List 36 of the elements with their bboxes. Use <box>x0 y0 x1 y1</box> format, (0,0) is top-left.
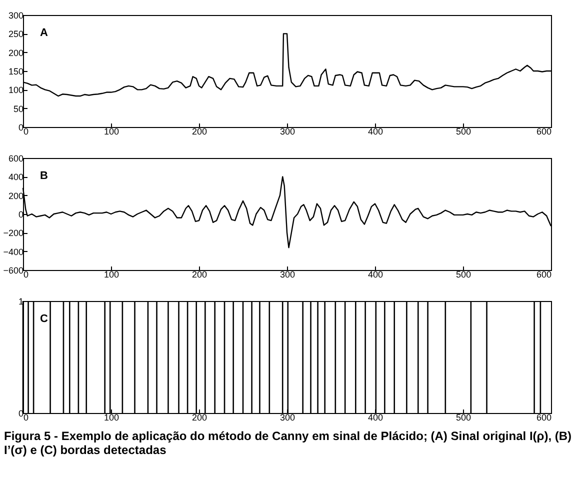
x-tick-label: 100 <box>104 270 120 280</box>
y-tick-label: 600 <box>8 154 24 164</box>
y-tick-label: 50 <box>13 104 24 114</box>
y-tick-label: 200 <box>8 190 24 201</box>
x-tick-label: 400 <box>368 126 384 136</box>
y-tick-label: 300 <box>8 10 24 20</box>
x-tick-label: 300 <box>280 270 296 280</box>
x-tick-label: 300 <box>280 412 296 422</box>
x-tick-label: 400 <box>368 412 384 422</box>
x-tick-label: 200 <box>192 412 208 422</box>
x-tick-label: 300 <box>280 126 296 136</box>
y-tick-label: 200 <box>8 48 24 58</box>
text: A <box>40 27 48 39</box>
x-tick-label: 400 <box>368 270 384 280</box>
y-tick-label: 400 <box>8 172 24 182</box>
text: Figura 5 - Exemplo de aplicação do método de Canny em sinal de Plácido; (A) Sinal original I(ρ), (B) I’(σ) e (C) bordas detectadas <box>4 429 573 457</box>
x-tick-label: 600 <box>536 412 552 422</box>
y-tick-label: 0 <box>18 210 24 220</box>
text: C <box>40 313 48 325</box>
y-tick-label: −600 <box>3 266 24 276</box>
x-tick-label: 200 <box>192 126 208 136</box>
x-tick-label: 500 <box>456 270 472 280</box>
x-tick-label: 500 <box>456 412 472 422</box>
x-tick-label: 100 <box>104 126 120 136</box>
x-tick-label: 600 <box>536 270 552 280</box>
y-tick-label: 100 <box>8 85 24 96</box>
y-tick-label: 1 <box>18 296 24 306</box>
x-tick-label: 500 <box>456 126 472 136</box>
x-tick-label: 100 <box>104 412 120 422</box>
y-tick-label: 250 <box>8 29 24 40</box>
y-tick-label: 150 <box>8 66 24 76</box>
x-tick-label: 200 <box>192 270 208 280</box>
y-tick-label: −200 <box>3 228 24 238</box>
x-tick-label: 600 <box>536 126 552 136</box>
y-tick-label: −400 <box>3 246 24 257</box>
text: B <box>40 170 48 182</box>
